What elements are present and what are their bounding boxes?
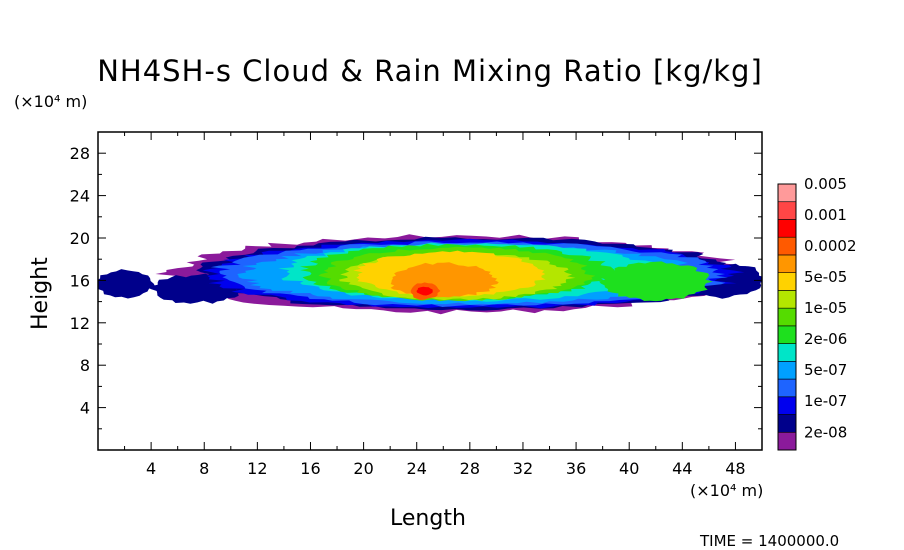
- colorbar-cell: [777, 236, 797, 256]
- chart-title: NH4SH-s Cloud & Rain Mixing Ratio [kg/kg…: [97, 54, 763, 88]
- y-axis-unit: (×10⁴ m): [14, 92, 88, 111]
- x-tick-label: 16: [300, 459, 320, 478]
- colorbar: 2e-08 1e-07 5e-07 2e-06 1e-05 5e-05 0.0002 0.00…: [777, 175, 857, 451]
- x-axis-unit: (×10⁴ m): [690, 481, 764, 500]
- y-tick-label: 8: [80, 356, 90, 375]
- x-tick-label: 48: [725, 459, 745, 478]
- colorbar-cell: [777, 307, 797, 327]
- y-axis-label: Height: [28, 257, 53, 330]
- colorbar-cell: [777, 431, 797, 451]
- colorbar-label: 0.0002: [804, 237, 857, 255]
- x-tick-label: 12: [247, 459, 267, 478]
- y-tick-label: 4: [80, 399, 90, 418]
- contour-level: [599, 261, 713, 302]
- y-tick-label: 12: [70, 314, 90, 333]
- x-tick-label: 28: [460, 459, 480, 478]
- y-tick-label: 28: [70, 144, 90, 163]
- contour-level: [98, 269, 156, 299]
- contour-level: [416, 286, 433, 296]
- colorbar-cell: [777, 254, 797, 273]
- colorbar-cell: [777, 219, 797, 238]
- x-axis-label: Length: [390, 506, 466, 531]
- colorbar-cell: [777, 290, 797, 309]
- contour-field: [98, 234, 762, 315]
- colorbar-label: 5e-05: [804, 268, 847, 286]
- x-tick-label: 32: [513, 459, 533, 478]
- colorbar-cell: [777, 396, 797, 415]
- colorbar-cell: [777, 201, 797, 220]
- colorbar-cell: [777, 361, 797, 380]
- plot-frame: [97, 131, 763, 451]
- y-tick-label: 24: [70, 187, 90, 206]
- colorbar-frame: [777, 183, 797, 451]
- colorbar-label: 0.005: [804, 175, 847, 193]
- x-tick-label: 24: [407, 459, 427, 478]
- x-tick-label: 44: [672, 459, 692, 478]
- colorbar-cell: [777, 272, 797, 291]
- x-tick-label: 8: [199, 459, 209, 478]
- x-tick-label: 36: [566, 459, 586, 478]
- x-tick-label: 40: [619, 459, 639, 478]
- y-tick-label: 20: [70, 229, 90, 248]
- colorbar-cell: [777, 378, 797, 398]
- colorbar-label: 0.001: [804, 206, 847, 224]
- time-label: TIME = 1400000.0: [700, 532, 840, 550]
- colorbar-cell: [777, 414, 797, 433]
- colorbar-cell: [777, 343, 797, 362]
- colorbar-label: 1e-07: [804, 392, 847, 410]
- colorbar-cell: [777, 183, 797, 203]
- colorbar-label: 5e-07: [804, 361, 847, 379]
- colorbar-label: 2e-06: [804, 330, 847, 348]
- x-tick-label: 4: [146, 459, 156, 478]
- x-tick-label: 20: [353, 459, 373, 478]
- colorbar-label: 1e-05: [804, 299, 847, 317]
- colorbar-label: 2e-08: [804, 423, 847, 441]
- y-tick-label: 16: [70, 271, 90, 290]
- colorbar-cell: [777, 325, 797, 344]
